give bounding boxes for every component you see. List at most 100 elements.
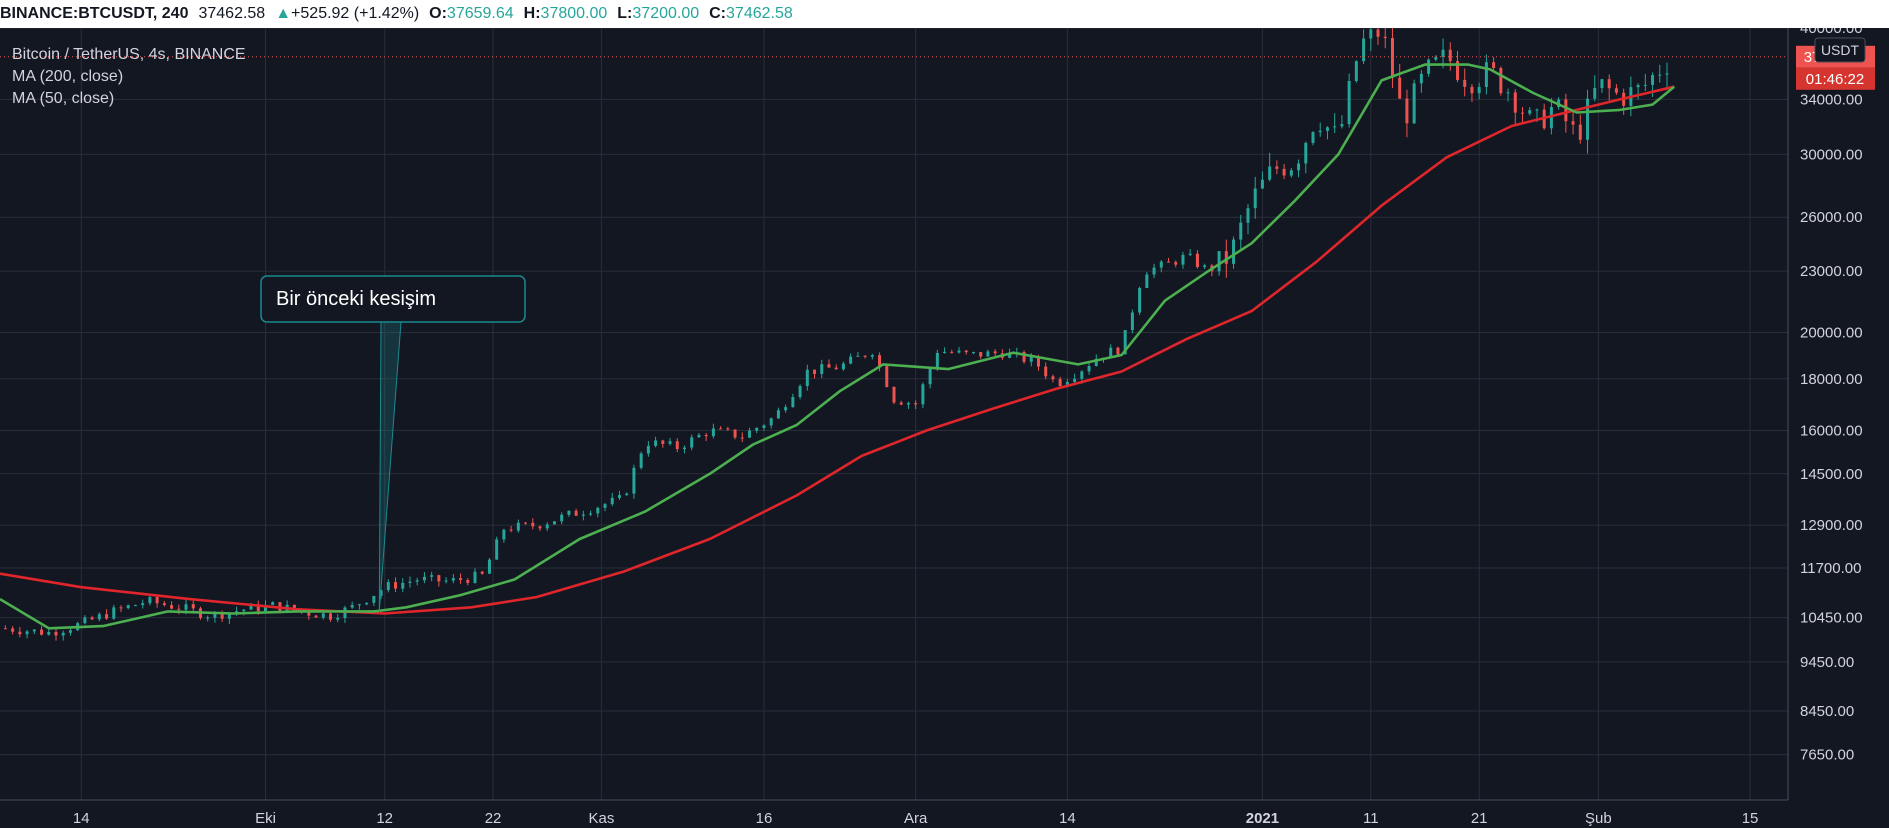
candle-body — [1325, 127, 1329, 131]
candle-body — [813, 369, 817, 374]
candle-body — [1073, 378, 1077, 382]
candle-body — [11, 628, 15, 632]
candle-body — [112, 607, 116, 619]
high-label: H: — [523, 5, 541, 22]
candle-body — [1477, 86, 1481, 94]
candle-body — [1614, 88, 1618, 93]
candle-body — [1441, 49, 1445, 57]
y-tick-label: 40000.00 — [1800, 28, 1863, 37]
candle-body — [249, 604, 253, 610]
candle-body — [177, 608, 181, 610]
candle-body — [1022, 351, 1026, 362]
y-tick-label: 20000.00 — [1800, 324, 1863, 341]
candle-body — [1651, 75, 1655, 85]
symbol-name[interactable]: BINANCE:BTCUSDT, 240 — [0, 5, 189, 22]
candle-body — [1492, 62, 1496, 69]
candle-body — [581, 514, 585, 516]
candle-body — [1528, 110, 1532, 114]
candle-body — [365, 602, 369, 605]
open-label: O: — [429, 5, 447, 22]
candle-body — [524, 522, 528, 524]
candle-body — [1347, 81, 1351, 125]
candle-body — [408, 581, 412, 583]
candle-body — [3, 628, 7, 630]
candle-body — [610, 497, 614, 505]
candle-body — [791, 396, 795, 408]
currency-button-label[interactable]: USDT — [1821, 42, 1860, 58]
candle-body — [1333, 126, 1337, 128]
candle-body — [1138, 287, 1142, 313]
candle-body — [1383, 36, 1387, 39]
candle-body — [1058, 379, 1062, 386]
candle-body — [661, 440, 665, 444]
candle-body — [675, 441, 679, 450]
candle-body — [1145, 274, 1149, 288]
candle-body — [856, 355, 860, 357]
candle-body — [480, 571, 484, 574]
x-tick-label: Şub — [1585, 810, 1612, 827]
candle-body — [1549, 107, 1553, 129]
candle-body — [1224, 251, 1228, 264]
candle-body — [538, 526, 542, 529]
legend-ma200[interactable]: MA (200, close) — [12, 68, 124, 85]
candle-body — [1268, 166, 1272, 180]
countdown-value: 01:46:22 — [1806, 71, 1864, 88]
candle-body — [1253, 188, 1257, 209]
candle-body — [711, 428, 715, 437]
candle-body — [1665, 73, 1669, 75]
candle-body — [1036, 356, 1040, 367]
candle-body — [430, 575, 434, 577]
candle-body — [1275, 166, 1279, 169]
candle-body — [805, 369, 809, 386]
x-tick-label: 11 — [1363, 810, 1379, 827]
candle-body — [726, 428, 730, 430]
candle-body — [545, 524, 549, 529]
legend-ma50[interactable]: MA (50, close) — [12, 90, 115, 107]
candle-body — [263, 604, 267, 612]
candle-body — [227, 612, 231, 619]
candle-body — [1412, 83, 1416, 124]
candle-body — [892, 386, 896, 403]
candle-body — [321, 613, 325, 618]
price-chart[interactable]: 40000.00 34000.00 30000.00 26000.00 23000.00… — [0, 28, 1889, 828]
candle-body — [126, 605, 130, 609]
candle-body — [68, 630, 72, 633]
price-change: +525.92 (+1.42%) — [291, 5, 420, 22]
candle-body — [415, 580, 419, 582]
candle-body — [357, 604, 361, 606]
candle-body — [769, 418, 773, 426]
candle-body — [1586, 98, 1590, 140]
candle-body — [1607, 79, 1611, 89]
candle-body — [834, 367, 838, 370]
candle-body — [841, 363, 845, 370]
candle-body — [986, 351, 990, 357]
y-tick-label: 11700.00 — [1800, 560, 1861, 577]
candle-body — [654, 440, 658, 446]
callout-box — [260, 275, 526, 323]
candle-body — [1008, 352, 1012, 358]
candle-body — [422, 576, 426, 581]
currency-button[interactable] — [1814, 37, 1866, 63]
candle-body — [560, 514, 564, 522]
candle-body — [1203, 265, 1207, 268]
candle-body — [1470, 86, 1474, 94]
ma200-line — [0, 85, 1675, 615]
candle-body — [625, 493, 629, 496]
candle-body — [1044, 366, 1048, 377]
candle-body — [928, 368, 932, 385]
candle-body — [1600, 79, 1604, 89]
candle-body — [1311, 132, 1315, 143]
candle-body — [1051, 376, 1055, 380]
candle-body — [1448, 49, 1452, 62]
candle-body — [740, 437, 744, 439]
countdown-tag — [1796, 67, 1875, 90]
candle-body — [1578, 124, 1582, 140]
close-label: C: — [709, 5, 727, 22]
candle-body — [1094, 358, 1098, 367]
candle-body — [473, 571, 477, 583]
candle-body — [148, 597, 152, 604]
candle-body — [1087, 366, 1091, 372]
candle-body — [386, 582, 390, 591]
candle-body — [863, 355, 867, 357]
candle-body — [1463, 79, 1467, 87]
